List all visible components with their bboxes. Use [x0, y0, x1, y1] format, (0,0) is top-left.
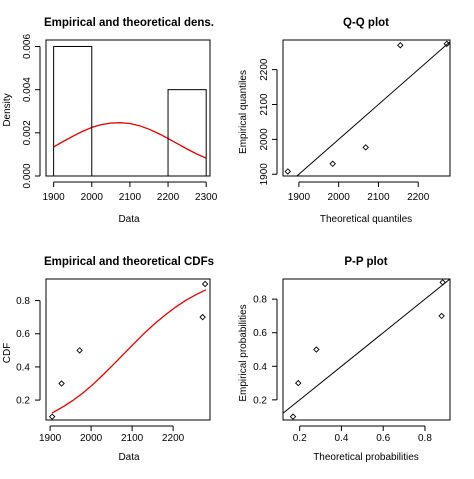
data-point	[284, 168, 292, 175]
y-tick-label: 0.2	[16, 396, 30, 407]
data-point	[76, 347, 83, 354]
y-tick-label: 1900	[259, 163, 270, 186]
x-tick-label: 2000	[328, 192, 351, 203]
qq-ylabel: Empirical quantiles	[238, 70, 249, 154]
cdf-ylabel: CDF	[2, 343, 13, 364]
data-point	[329, 160, 336, 168]
pp-xlabel: Theoretical probabilities	[313, 452, 419, 463]
reference-line	[283, 279, 450, 414]
plot-frame	[45, 39, 211, 177]
data-layer	[51, 289, 207, 414]
x-tick-label: 2000	[81, 192, 104, 203]
y-tick-label: 2100	[259, 93, 270, 116]
data-layer	[296, 41, 450, 176]
qq-title: Q-Q plot	[343, 17, 389, 29]
y-tick-label: 0.006	[22, 34, 33, 59]
data-point	[295, 379, 302, 387]
panel-pp: P-P plot Theoretical probabilities Empir…	[238, 256, 451, 463]
data-point	[58, 380, 65, 387]
data-point	[438, 312, 445, 320]
plot-frame	[282, 39, 451, 177]
data-point	[443, 40, 451, 48]
density-title: Empirical and theoretical dens.	[44, 17, 214, 29]
x-tick-label: 2100	[121, 433, 144, 444]
x-tick-label: 1900	[43, 192, 66, 203]
y-tick-label: 0.8	[16, 296, 30, 307]
y-tick-label: 0.004	[22, 77, 33, 102]
y-tick-label: 0.4	[253, 362, 267, 373]
panel-density: Empirical and theoretical dens. Data Den…	[2, 17, 218, 225]
reference-line	[296, 41, 450, 176]
data-point	[48, 413, 56, 420]
histogram-bar	[167, 89, 207, 177]
data-point	[362, 144, 369, 151]
pp-title: P-P plot	[344, 256, 387, 268]
y-tick-label: 0.000	[22, 163, 33, 188]
y-tick-label: 0.2	[253, 395, 267, 406]
data-point	[201, 280, 209, 288]
data-point	[313, 346, 320, 353]
x-tick-label: 2100	[367, 192, 390, 203]
density-ylabel: Density	[2, 93, 13, 126]
x-tick-label: 2000	[80, 433, 103, 444]
plot-frame	[282, 278, 451, 421]
x-tick-label: 2200	[162, 433, 185, 444]
cdf-xlabel: Data	[118, 452, 140, 463]
x-tick-label: 0.6	[376, 433, 390, 444]
theoretical-cdf-curve	[51, 289, 207, 414]
x-tick-label: 2100	[119, 192, 142, 203]
data-layer	[283, 279, 450, 414]
cdf-title: Empirical and theoretical CDFs	[44, 256, 214, 268]
plot-frame	[45, 278, 211, 421]
y-tick-label: 0.8	[253, 295, 267, 306]
y-tick-label: 0.4	[16, 362, 30, 373]
y-tick-label: 0.6	[16, 329, 30, 340]
x-tick-label: 2200	[407, 192, 430, 203]
y-tick-label: 0.6	[253, 328, 267, 339]
x-tick-label: 2300	[195, 192, 218, 203]
x-tick-label: 0.8	[418, 433, 432, 444]
data-point	[199, 313, 206, 321]
panel-cdf: Empirical and theoretical CDFs Data CDF …	[2, 256, 214, 463]
x-tick-label: 1900	[288, 192, 311, 203]
histogram-bar	[53, 45, 93, 177]
y-tick-label: 2000	[259, 128, 270, 151]
y-tick-label: 2200	[259, 58, 270, 81]
data-point	[439, 279, 446, 286]
x-tick-label: 0.2	[293, 433, 307, 444]
data-layer	[53, 122, 207, 159]
data-point	[289, 413, 297, 420]
theoretical-density-curve	[53, 122, 207, 159]
pp-ylabel: Empirical probabilities	[238, 304, 249, 401]
x-tick-label: 2200	[157, 192, 180, 203]
x-tick-label: 1900	[39, 433, 62, 444]
x-tick-label: 0.4	[334, 433, 348, 444]
panel-qq: Q-Q plot Theoretical quantiles Empirical…	[238, 17, 451, 225]
y-tick-label: 0.002	[22, 120, 33, 145]
data-point	[397, 41, 404, 49]
qq-xlabel: Theoretical quantiles	[320, 214, 412, 225]
density-xlabel: Data	[118, 214, 140, 225]
